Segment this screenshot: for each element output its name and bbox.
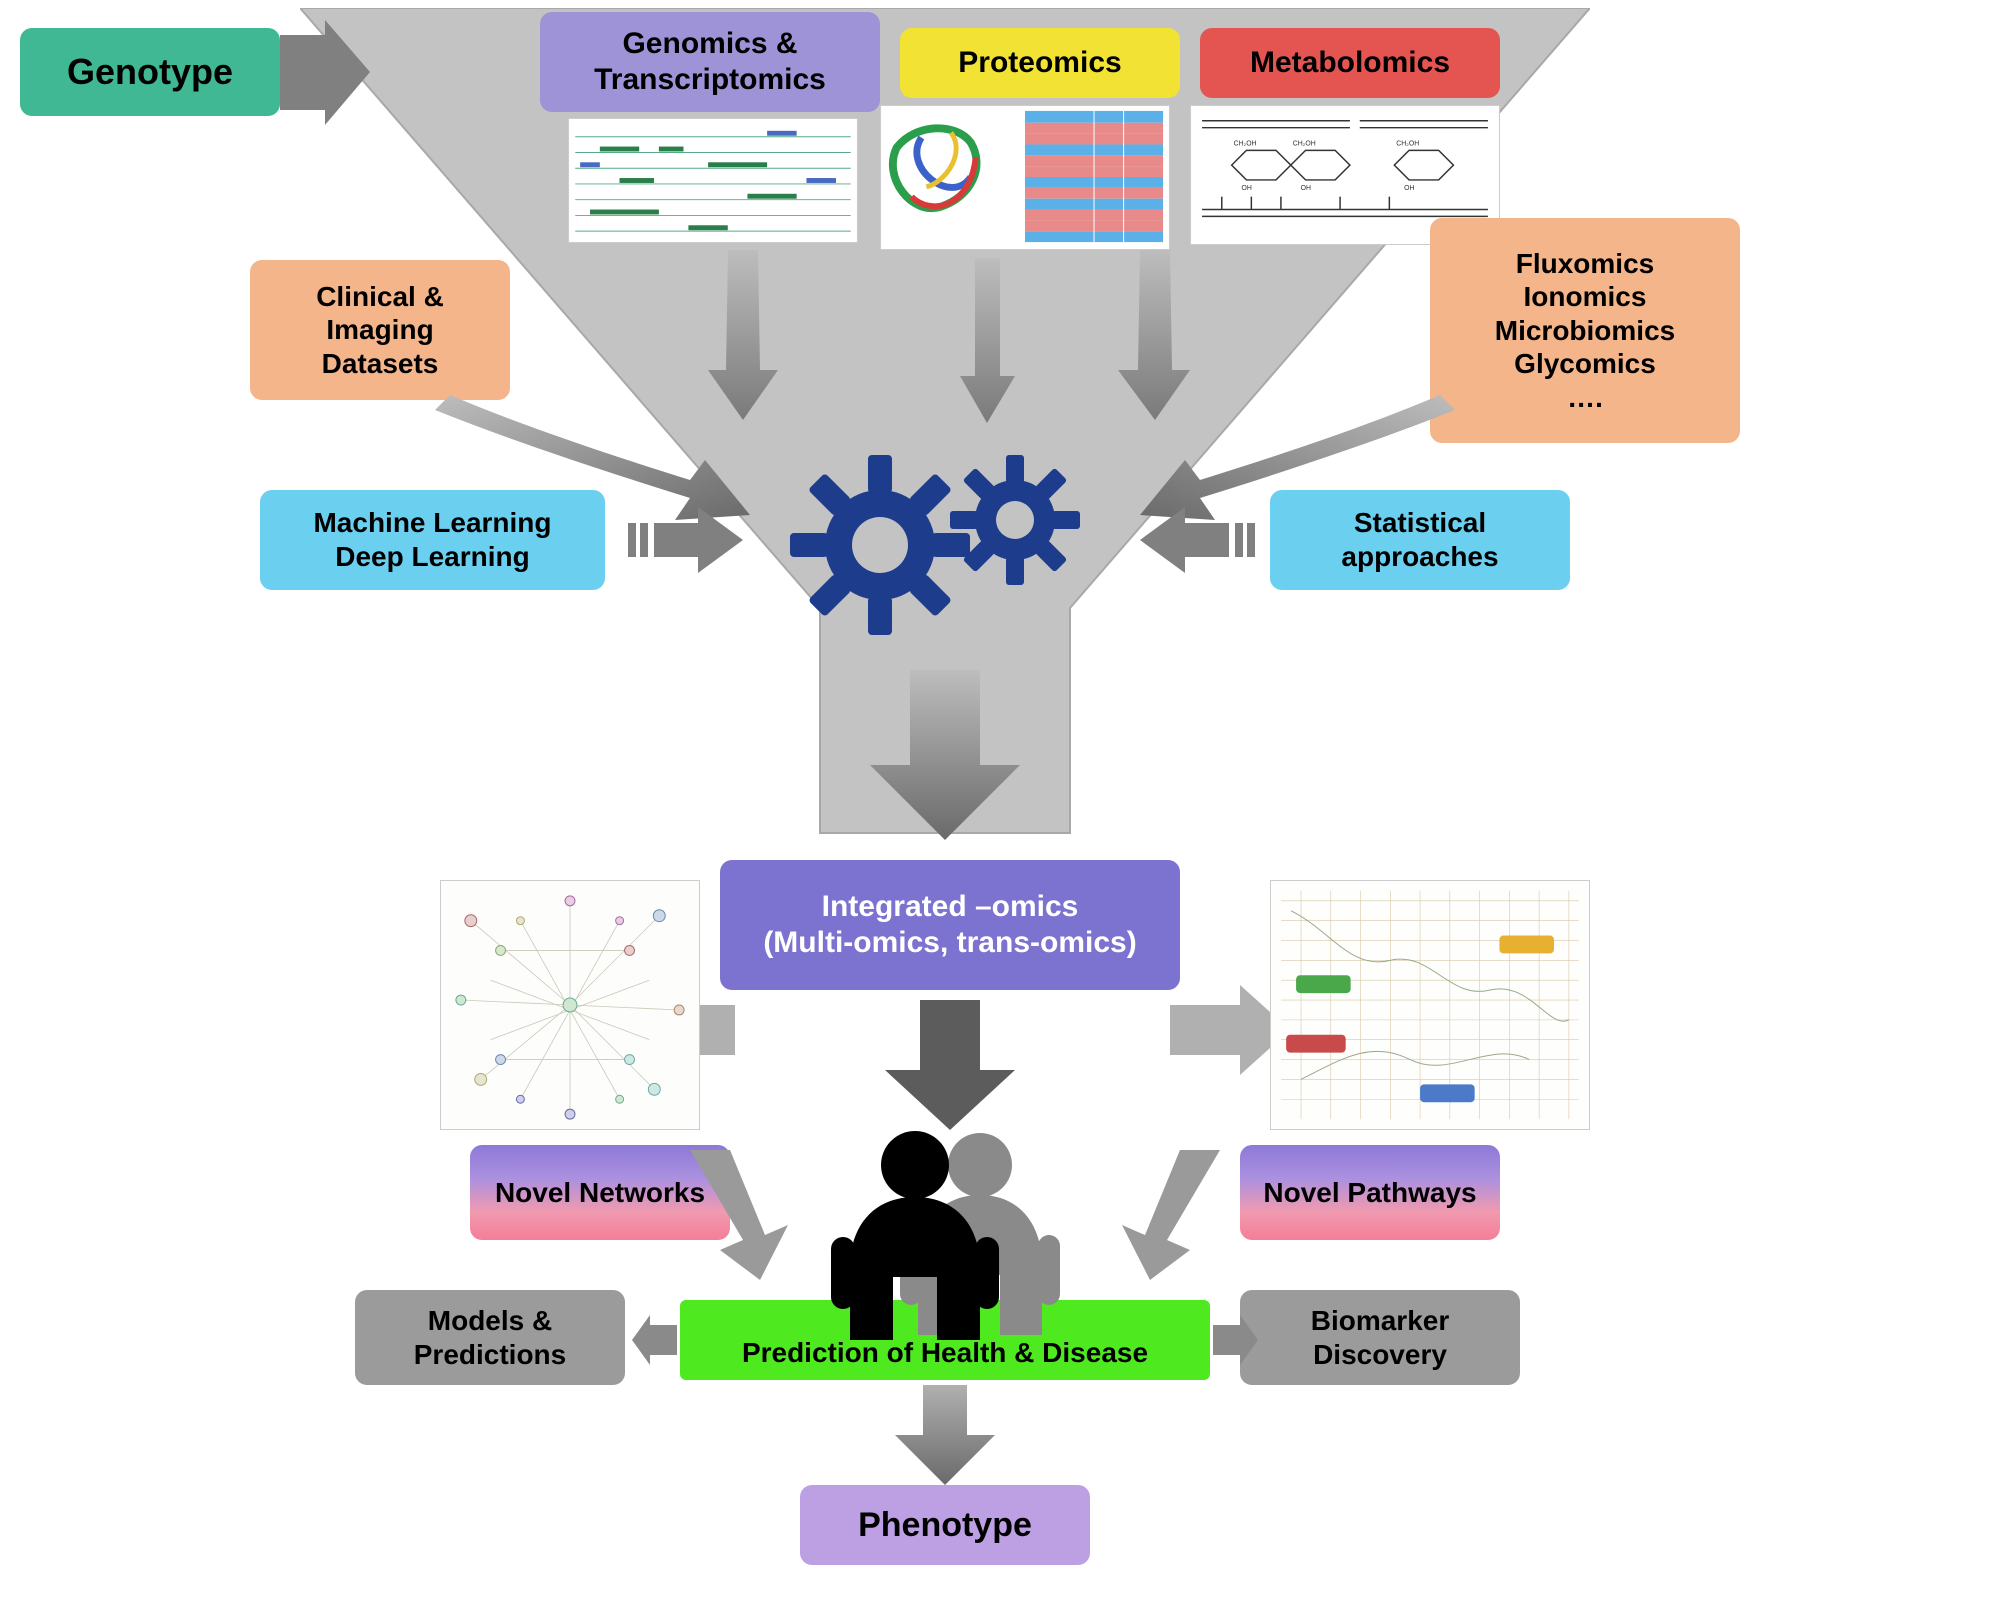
ml-box: Machine Learning Deep Learning xyxy=(260,490,605,590)
svg-text:CH₂OH: CH₂OH xyxy=(1293,140,1316,147)
svg-text:OH: OH xyxy=(1301,185,1311,192)
gears-icon xyxy=(770,410,1110,670)
genotype-box: Genotype xyxy=(20,28,280,116)
phenotype-box: Phenotype xyxy=(800,1485,1090,1565)
arrow-integrated-down xyxy=(885,1000,1015,1130)
stats-box: Statistical approaches xyxy=(1270,490,1570,590)
metabolomics-box: Metabolomics xyxy=(1200,28,1500,98)
models-box: Models & Predictions xyxy=(355,1290,625,1385)
arrow-novel-right-down xyxy=(1120,1150,1220,1280)
genomics-box: Genomics & Transcriptomics xyxy=(540,12,880,112)
people-icon xyxy=(830,1120,1090,1340)
novel-pathways-box: Novel Pathways xyxy=(1240,1145,1500,1240)
biomarker-box: Biomarker Discovery xyxy=(1240,1290,1520,1385)
proteomics-thumbnail xyxy=(880,105,1170,250)
arrow-prediction-down xyxy=(895,1385,995,1485)
svg-text:CH₂OH: CH₂OH xyxy=(1234,140,1257,147)
arrow-ml-to-gears xyxy=(628,505,743,575)
pathway-thumbnail xyxy=(1270,880,1590,1130)
proteomics-box: Proteomics xyxy=(900,28,1180,98)
arrow-biomarker-to-pred xyxy=(1213,1315,1258,1365)
arrow-novel-left-down xyxy=(690,1150,790,1280)
svg-text:CH₂OH: CH₂OH xyxy=(1396,140,1419,147)
genomics-thumbnail xyxy=(568,118,858,243)
arrow-stats-to-gears xyxy=(1140,505,1255,575)
genotype-arrow xyxy=(280,20,370,125)
svg-text:OH: OH xyxy=(1242,185,1252,192)
clinical-box: Clinical & Imaging Datasets xyxy=(250,260,510,400)
fluxomics-box: Fluxomics Ionomics Microbiomics Glycomic… xyxy=(1430,218,1740,443)
arrow-proteomics-down xyxy=(960,258,1015,423)
arrow-gears-down xyxy=(870,670,1020,840)
arrow-models-to-pred xyxy=(632,1315,677,1365)
network-thumbnail xyxy=(440,880,700,1130)
svg-text:OH: OH xyxy=(1404,185,1414,192)
integrated-box: Integrated –omics (Multi-omics, trans-om… xyxy=(720,860,1180,990)
